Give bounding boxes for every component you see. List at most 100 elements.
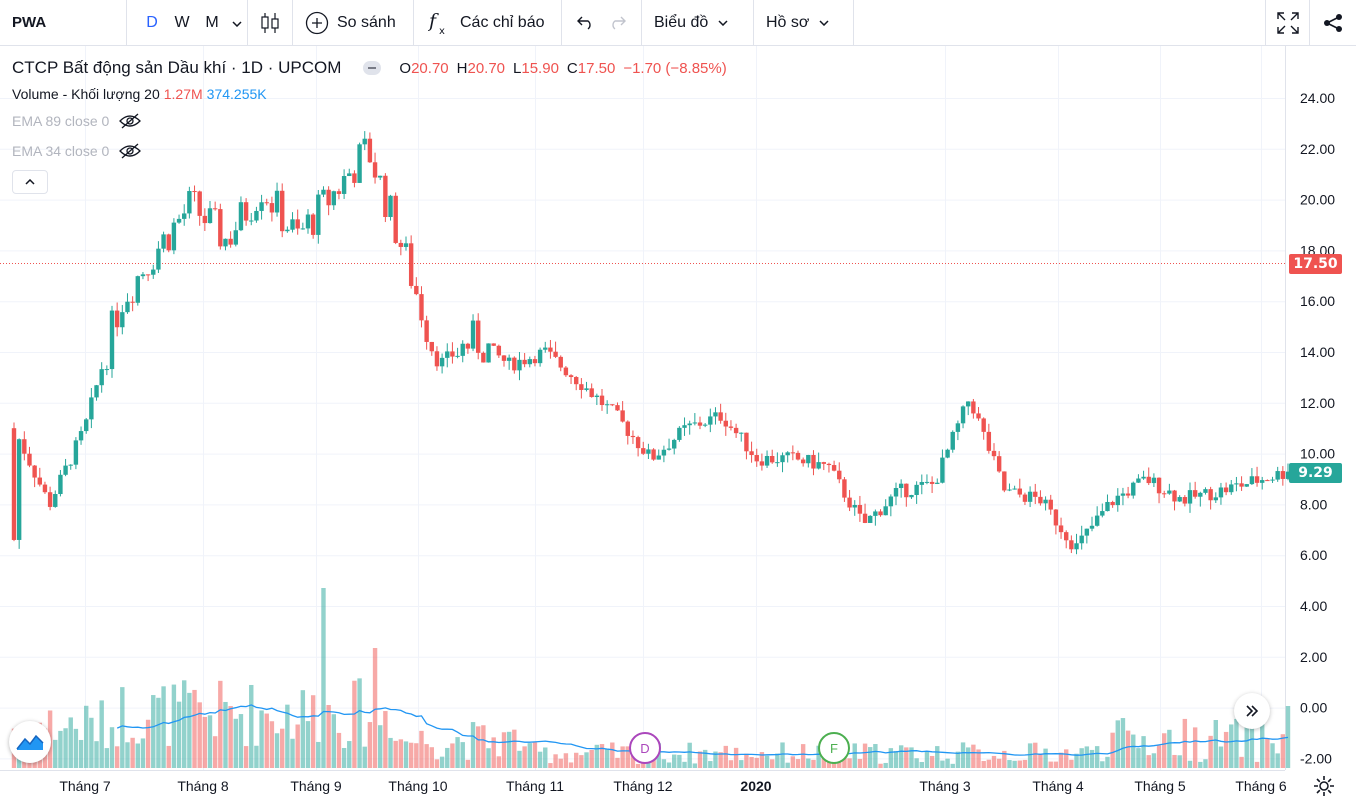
volume-bar — [775, 753, 780, 768]
candle-body — [130, 301, 135, 303]
price-chart[interactable]: 24.0022.0020.0018.0016.0014.0012.0010.00… — [0, 46, 1356, 806]
candle-body — [233, 230, 238, 245]
candle-body — [228, 238, 233, 245]
settings-gear-icon[interactable] — [1313, 775, 1335, 797]
candle-body — [501, 355, 507, 361]
candle-body — [563, 367, 569, 376]
volume-bar — [486, 748, 491, 768]
volume-bar — [1022, 759, 1028, 768]
candle-body — [1218, 487, 1224, 498]
interval-m-button[interactable]: M — [205, 13, 219, 31]
volume-bar — [290, 738, 295, 768]
volume-bar — [1260, 722, 1265, 768]
candle-body — [166, 234, 171, 251]
candle-body — [847, 497, 852, 508]
legend-collapse-badge[interactable] — [363, 61, 382, 75]
candle-body — [826, 463, 832, 466]
compare-button[interactable]: So sánh — [293, 0, 414, 46]
volume-bar — [945, 758, 950, 768]
indicators-button[interactable]: f x Các chỉ báo — [414, 0, 562, 46]
chevron-down-icon[interactable] — [227, 14, 247, 32]
price-tick-label: 2.00 — [1300, 649, 1327, 665]
candle-body — [1069, 540, 1074, 550]
candle-body — [759, 461, 765, 466]
candle-body — [733, 427, 739, 434]
volume-bar — [548, 763, 553, 768]
volume-bar — [207, 715, 213, 768]
volume-bar — [78, 739, 84, 768]
candle-body — [558, 356, 563, 368]
volume-bar — [450, 743, 455, 768]
candle-body — [135, 276, 140, 303]
volume-bar — [125, 742, 130, 768]
volume-bar — [63, 728, 68, 768]
candle-body — [383, 175, 388, 217]
ema34-label: EMA 34 close 0 — [12, 143, 110, 159]
share-button[interactable] — [1310, 0, 1356, 46]
interval-group: D W M — [127, 0, 248, 46]
candle-body — [114, 310, 120, 328]
volume-bar — [996, 758, 1002, 768]
redo-icon[interactable] — [608, 16, 627, 30]
interval-w-button[interactable]: W — [174, 13, 190, 31]
candle-body — [424, 320, 429, 342]
chart-menu-button[interactable]: Biểu đồ — [642, 0, 754, 46]
undo-icon[interactable] — [576, 16, 595, 30]
volume-bar — [1125, 730, 1131, 768]
volume-bar — [1223, 731, 1229, 768]
volume-bar — [496, 756, 502, 768]
fullscreen-button[interactable] — [1266, 0, 1310, 46]
volume-bar — [352, 680, 357, 768]
volume-bar — [610, 742, 615, 768]
interval-d-button[interactable]: D — [146, 13, 158, 31]
candle-body — [770, 455, 775, 463]
chart-type-button[interactable] — [248, 0, 293, 46]
svg-text:x: x — [439, 26, 445, 36]
candle-body — [651, 449, 656, 460]
candle-body — [341, 176, 347, 194]
legend-collapse-button[interactable] — [12, 170, 48, 194]
volume-bar — [883, 762, 888, 768]
time-tick-label: Tháng 12 — [613, 778, 672, 794]
candle-body — [285, 229, 290, 232]
event-marker-f[interactable]: F — [818, 732, 850, 764]
volume-bar — [666, 762, 672, 768]
volume-bar — [171, 684, 177, 768]
volume-bar — [981, 761, 986, 768]
candle-body — [238, 202, 244, 231]
candle-body — [599, 395, 605, 406]
candle-body — [47, 492, 53, 507]
volume-bar — [187, 692, 192, 768]
volume-bar — [517, 750, 522, 768]
candle-body — [68, 464, 73, 466]
event-marker-d[interactable]: D — [629, 732, 661, 764]
scroll-to-realtime-button[interactable] — [1234, 693, 1270, 729]
volume-bar — [223, 701, 228, 768]
candle-body — [955, 423, 961, 432]
volume-bar — [919, 761, 924, 768]
volume-bar — [84, 705, 89, 768]
double-chevron-right-icon — [1246, 705, 1259, 717]
volume-bar — [114, 746, 120, 768]
candle-body — [1027, 491, 1033, 502]
eye-hidden-icon[interactable] — [119, 113, 142, 129]
volume-bar — [537, 751, 543, 768]
candle-body — [878, 511, 883, 516]
candle-body — [496, 345, 502, 356]
candle-body — [728, 426, 734, 428]
volume-bar — [620, 746, 625, 768]
volume-bar — [470, 722, 476, 768]
candle-body — [357, 144, 362, 183]
close-label: C — [566, 59, 578, 77]
profile-menu-button[interactable]: Hồ sơ — [754, 0, 854, 46]
volume-bar — [929, 755, 935, 768]
eye-hidden-icon[interactable] — [119, 143, 142, 159]
volume-bar — [733, 747, 739, 768]
open-label: O — [399, 59, 412, 77]
symbol-search-button[interactable]: PWA — [0, 0, 127, 46]
candle-body — [1100, 511, 1105, 516]
fullscreen-icon — [1276, 11, 1299, 34]
candle-body — [37, 477, 42, 485]
candle-body — [692, 422, 698, 424]
tradingview-logo-button[interactable] — [9, 721, 51, 763]
